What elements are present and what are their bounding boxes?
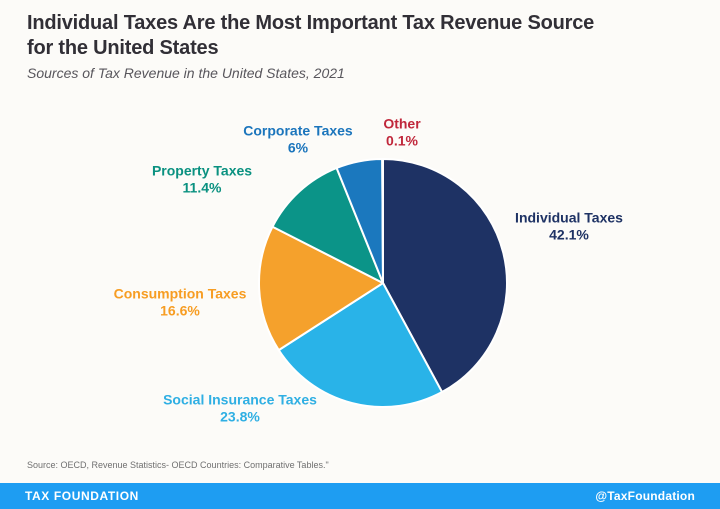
page-subtitle: Sources of Tax Revenue in the United Sta… — [27, 65, 345, 81]
footer-bar: TAX FOUNDATION @TaxFoundation — [0, 483, 720, 509]
page-title: Individual Taxes Are the Most Important … — [27, 11, 687, 61]
pie-slice-property-taxes — [271, 167, 384, 284]
page-title-line1: Individual Taxes Are the Most Important … — [27, 12, 595, 34]
pie-slice-consumption-taxes — [258, 225, 384, 352]
twitter-handle: @TaxFoundation — [595, 489, 695, 503]
pie-slice-social-insurance-taxes — [277, 282, 444, 408]
source-note: Source: OECD, Revenue Statistics- OECD C… — [27, 460, 329, 470]
pie-slice-individual-taxes — [382, 158, 508, 394]
pie-slice-other — [381, 157, 384, 284]
page-title-line2: for the United States — [27, 37, 219, 59]
brand-name: TAX FOUNDATION — [25, 489, 139, 503]
